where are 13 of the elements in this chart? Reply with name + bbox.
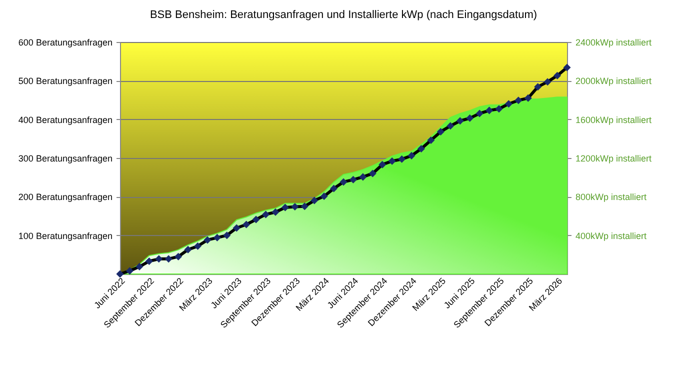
y2-tick-label: 1600kWp installiert <box>576 114 652 125</box>
y-tick-label: 500 Beratungsanfragen <box>18 76 112 86</box>
y-tick-label: 200 Beratungsanfragen <box>18 192 112 202</box>
y2-tick-label: 1200kWp installiert <box>576 154 652 164</box>
y-tick-label: 600 Beratungsanfragen <box>18 38 112 48</box>
y-tick-label: 400 Beratungsanfragen <box>18 114 112 125</box>
y-tick-label: 100 Beratungsanfragen <box>18 230 112 241</box>
y-tick-label: 300 Beratungsanfragen <box>18 154 112 164</box>
y2-tick-label: 2000kWp installiert <box>576 76 652 86</box>
y2-tick-label: 400kWp installiert <box>576 230 648 241</box>
y2-tick-label: 2400kWp installiert <box>576 38 652 48</box>
chart-title: BSB Bensheim: Beratungsanfragen und Installierte kWp (nach Eingangsdatum) <box>150 9 538 21</box>
y2-tick-label: 800kWp installiert <box>576 192 648 202</box>
